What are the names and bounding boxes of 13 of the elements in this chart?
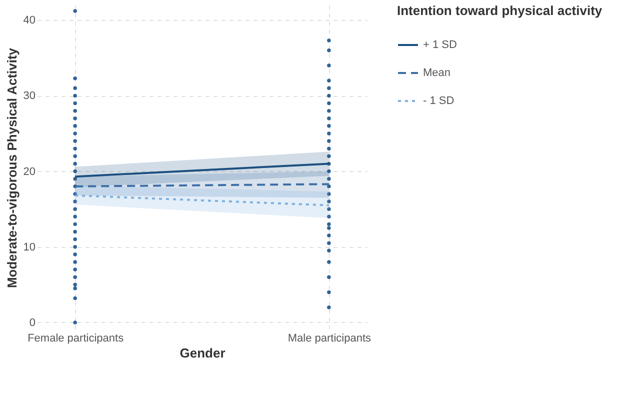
- legend-label: - 1 SD: [423, 95, 454, 107]
- y-tick-label: 10: [23, 241, 36, 254]
- x-tick-label: Female participants: [28, 332, 124, 344]
- legend-title: Intention toward physical activity: [397, 3, 603, 18]
- y-axis-title: Moderate-to-vigorous Physical Activity: [4, 47, 20, 288]
- x-tick-label: Male participants: [288, 332, 372, 344]
- legend-label: Mean: [423, 67, 451, 79]
- y-tick-label: 40: [23, 14, 36, 27]
- y-tick-label: 0: [29, 316, 36, 329]
- y-tick-label: 20: [23, 166, 36, 178]
- legend-label: + 1 SD: [423, 39, 457, 51]
- x-axis-title: Gender: [180, 346, 226, 360]
- y-tick-label: 30: [23, 90, 36, 102]
